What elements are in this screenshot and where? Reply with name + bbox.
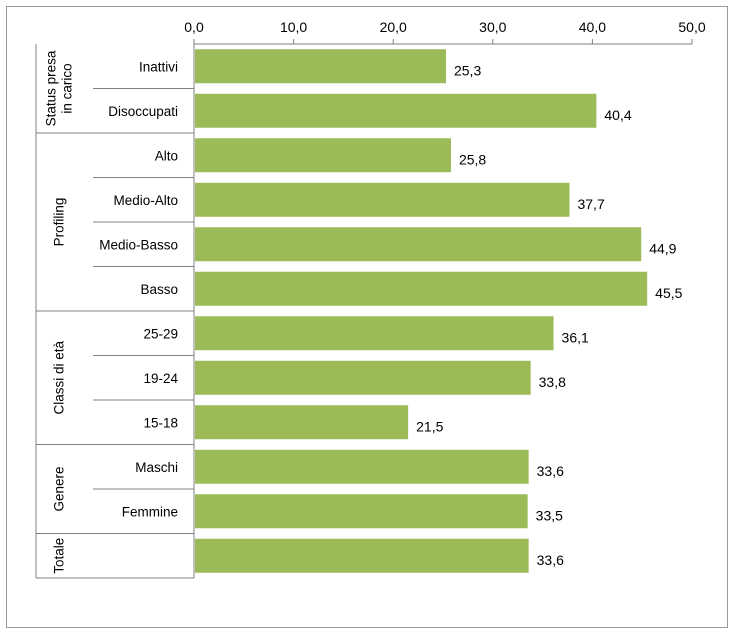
bar [195, 316, 554, 351]
chart-frame [6, 6, 728, 628]
group-label: Profiling [52, 198, 67, 247]
category-label: Maschi [135, 460, 178, 475]
x-tick-label: 0,0 [184, 19, 204, 35]
x-tick-label: 10,0 [280, 19, 307, 35]
bar-value-label: 25,3 [454, 62, 481, 78]
bar-layer [195, 49, 648, 573]
category-label: 19-24 [143, 371, 178, 386]
group-label: Classi di età [52, 341, 67, 415]
bar-value-label: 25,8 [459, 151, 486, 167]
bar [195, 360, 531, 395]
category-label: Alto [155, 148, 178, 163]
category-label: Medio-Basso [99, 237, 178, 252]
category-label: 25-29 [143, 326, 178, 341]
bar-value-label: 21,5 [416, 418, 443, 434]
category-label: Femmine [122, 504, 178, 519]
bar-value-label: 44,9 [649, 240, 676, 256]
bar [195, 494, 528, 529]
bar [195, 538, 529, 573]
x-tick-label: 40,0 [579, 19, 606, 35]
bar-value-label: 37,7 [577, 196, 604, 212]
group-label: Status presa [44, 50, 59, 126]
bar [195, 271, 648, 306]
label-layer: 0,0 10,0 20,0 30,0 40,0 50,0 25,3 Inattivi 40,4 D… [44, 19, 706, 574]
axis-layer [35, 39, 693, 579]
bar [195, 182, 570, 217]
group-label: Genere [52, 466, 67, 511]
group-label: Totale [52, 538, 67, 574]
bar-value-label: 33,5 [536, 507, 563, 523]
bar [195, 227, 642, 262]
bar-value-label: 33,6 [537, 463, 564, 479]
bar-value-label: 33,8 [539, 374, 566, 390]
bar-value-label: 33,6 [537, 552, 564, 568]
category-label: Disoccupati [108, 104, 178, 119]
category-label: Basso [140, 282, 178, 297]
x-tick-label: 20,0 [380, 19, 407, 35]
category-label: Medio-Alto [113, 193, 178, 208]
category-label: 15-18 [143, 415, 178, 430]
bar [195, 49, 446, 84]
bar [195, 449, 529, 484]
bar [195, 93, 597, 128]
category-label: Inattivi [139, 59, 178, 74]
x-tick-label: 50,0 [678, 19, 705, 35]
x-tick-label: 30,0 [479, 19, 506, 35]
bar-value-label: 36,1 [562, 329, 589, 345]
bar [195, 138, 451, 173]
bar-value-label: 40,4 [604, 107, 631, 123]
bar-value-label: 45,5 [655, 285, 682, 301]
group-label: in carico [60, 63, 75, 113]
bar [195, 405, 409, 440]
